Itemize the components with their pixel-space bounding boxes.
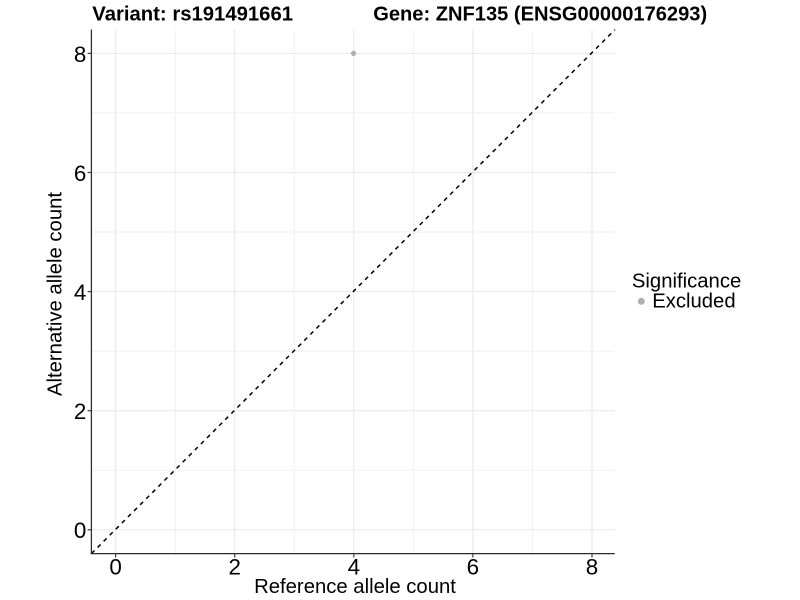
svg-text:Gene: ZNF135 (ENSG00000176293): Gene: ZNF135 (ENSG00000176293) bbox=[373, 4, 707, 26]
svg-text:6: 6 bbox=[74, 161, 86, 186]
svg-text:Reference allele count: Reference allele count bbox=[254, 576, 456, 598]
svg-text:0: 0 bbox=[74, 518, 86, 543]
svg-text:Excluded: Excluded bbox=[652, 291, 735, 313]
svg-text:4: 4 bbox=[348, 555, 360, 580]
svg-text:2: 2 bbox=[228, 555, 240, 580]
svg-text:8: 8 bbox=[586, 555, 598, 580]
svg-text:2: 2 bbox=[74, 399, 86, 424]
svg-text:Alternative allele count: Alternative allele count bbox=[44, 192, 66, 396]
svg-text:4: 4 bbox=[74, 280, 86, 305]
svg-text:Significance: Significance bbox=[632, 270, 741, 292]
svg-text:0: 0 bbox=[109, 555, 121, 580]
svg-text:8: 8 bbox=[74, 42, 86, 67]
svg-text:Variant: rs191491661: Variant: rs191491661 bbox=[92, 4, 293, 26]
svg-text:6: 6 bbox=[467, 555, 479, 580]
